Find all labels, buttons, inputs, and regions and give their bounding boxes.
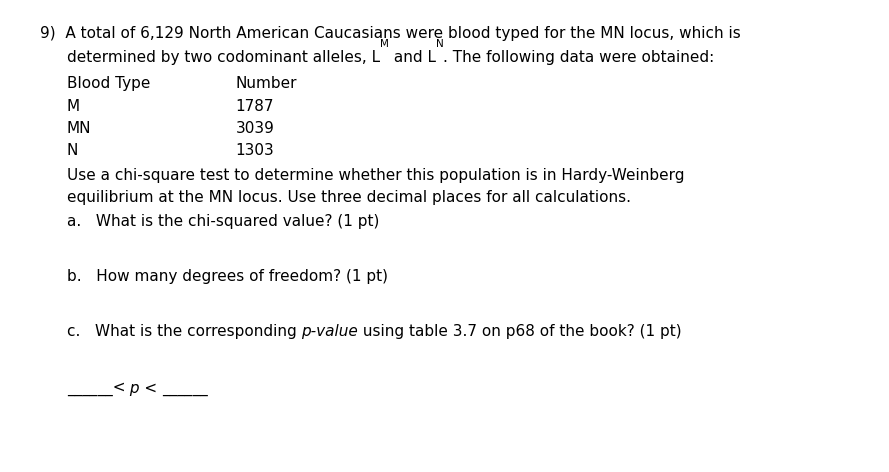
Text: Use a chi-square test to determine whether this population is in Hardy-Weinberg: Use a chi-square test to determine wheth… <box>67 168 685 183</box>
Text: p-value: p-value <box>301 324 358 339</box>
Text: Number: Number <box>236 76 297 91</box>
Text: 1787: 1787 <box>236 99 274 114</box>
Text: ______<: ______< <box>67 381 125 396</box>
Text: 1303: 1303 <box>236 143 275 159</box>
Text: M: M <box>380 39 388 49</box>
Text: N: N <box>436 39 444 49</box>
Text: equilibrium at the MN locus. Use three decimal places for all calculations.: equilibrium at the MN locus. Use three d… <box>67 190 630 205</box>
Text: MN: MN <box>67 121 92 136</box>
Text: 9)  A total of 6,129 North American Caucasians were blood typed for the MN locus: 9) A total of 6,129 North American Cauca… <box>40 26 741 41</box>
Text: p <: p < <box>125 381 162 396</box>
Text: M: M <box>67 99 80 114</box>
Text: determined by two codominant alleles, L: determined by two codominant alleles, L <box>67 50 380 65</box>
Text: N: N <box>67 143 78 159</box>
Text: b.   How many degrees of freedom? (1 pt): b. How many degrees of freedom? (1 pt) <box>67 269 388 284</box>
Text: a.   What is the chi-squared value? (1 pt): a. What is the chi-squared value? (1 pt) <box>67 214 379 229</box>
Text: Blood Type: Blood Type <box>67 76 150 91</box>
Text: ______: ______ <box>162 381 208 396</box>
Text: and L: and L <box>388 50 436 65</box>
Text: 3039: 3039 <box>236 121 275 136</box>
Text: . The following data were obtained:: . The following data were obtained: <box>444 50 715 65</box>
Text: c.   What is the corresponding: c. What is the corresponding <box>67 324 301 339</box>
Text: using table 3.7 on p68 of the book? (1 pt): using table 3.7 on p68 of the book? (1 p… <box>358 324 682 339</box>
